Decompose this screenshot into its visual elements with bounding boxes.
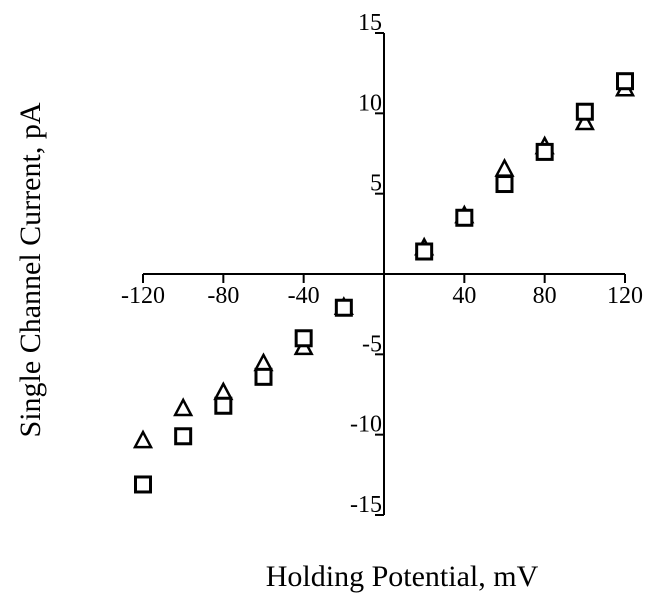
axes	[143, 33, 625, 515]
square-point	[294, 329, 313, 348]
square-point	[535, 142, 554, 161]
x-tick-label: 120	[607, 283, 643, 309]
x-tick-label: -120	[121, 283, 165, 309]
square-point	[415, 242, 434, 261]
square-point	[575, 102, 594, 121]
data-points	[132, 72, 636, 494]
y-tick-label: -15	[350, 492, 382, 518]
x-tick-label: 40	[452, 283, 476, 309]
y-tick-label: 15	[358, 10, 382, 36]
y-tick-label: 10	[358, 90, 382, 116]
square-point	[616, 72, 634, 91]
x-ticks: -120 -80 -40 40 80 120	[121, 274, 643, 309]
triangle-point	[213, 381, 234, 401]
y-axis-label: Single Channel Current, pA	[14, 102, 47, 437]
triangle-point	[574, 111, 595, 131]
x-tick-label: 80	[533, 283, 557, 309]
y-tick-label: -5	[362, 331, 382, 357]
square-point	[334, 298, 353, 317]
square-point	[495, 175, 514, 194]
triangle-point	[173, 397, 194, 417]
x-tick-label: -40	[288, 283, 320, 309]
y-tick-label: -10	[350, 412, 382, 438]
x-axis-label: Holding Potential, mV	[266, 560, 539, 593]
square-point	[455, 208, 474, 227]
triangle-point	[132, 429, 154, 449]
y-tick-label: 5	[370, 171, 382, 197]
y-ticks: 15 10 5 -5 -10 -15	[350, 10, 384, 518]
triangle-point	[494, 157, 515, 177]
square-point	[134, 475, 152, 494]
square-point	[254, 367, 273, 386]
square-point	[214, 396, 233, 415]
triangle-point	[253, 352, 274, 372]
x-tick-label: -80	[207, 283, 239, 309]
square-point	[174, 427, 193, 446]
